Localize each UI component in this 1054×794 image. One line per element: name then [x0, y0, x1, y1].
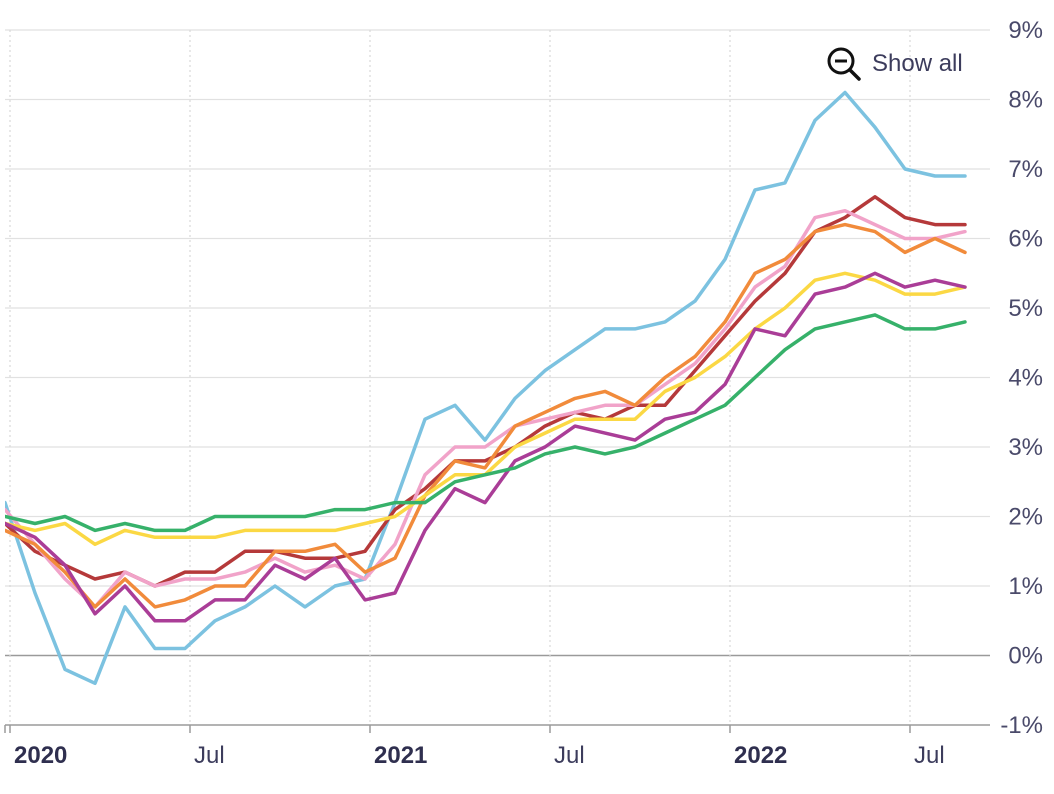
series-layer: [0, 90, 967, 686]
series-line-5[interactable]: [0, 271, 967, 547]
x-tick-label: Jul: [554, 742, 585, 769]
series-line-7[interactable]: [0, 313, 967, 533]
series-line-4[interactable]: [0, 222, 967, 609]
zoom-out-icon: [826, 46, 862, 82]
y-tick-label: 2%: [1008, 504, 1043, 531]
horizontal-gridlines: [5, 29, 990, 726]
y-tick-label: 0%: [1008, 643, 1043, 670]
show-all-button[interactable]: Show all: [826, 44, 963, 84]
vertical-gridlines: [9, 30, 911, 725]
x-tick-label: Jul: [914, 742, 945, 769]
y-tick-label: 7%: [1008, 156, 1043, 183]
x-tick-label: 2022: [734, 742, 787, 769]
show-all-label: Show all: [872, 50, 963, 77]
y-tick-label: 4%: [1008, 365, 1043, 392]
y-tick-label: 8%: [1008, 87, 1043, 114]
y-axis: -1% 0% 1% 2% 3% 4% 5% 6% 7% 8% 9%: [1000, 17, 1043, 739]
y-tick-label: 9%: [1008, 17, 1043, 44]
x-axis: 2020 Jul 2021 Jul 2022 Jul: [4, 725, 945, 769]
y-tick-label: 6%: [1008, 226, 1043, 253]
y-tick-label: 1%: [1008, 573, 1043, 600]
x-tick-label: 2020: [14, 742, 67, 769]
y-tick-label: 5%: [1008, 295, 1043, 322]
y-tick-label: -1%: [1000, 712, 1043, 739]
y-tick-label: 3%: [1008, 434, 1043, 461]
x-tick-label: 2021: [374, 742, 427, 769]
series-line-1[interactable]: [0, 90, 967, 686]
x-tick-label: Jul: [194, 742, 225, 769]
series-line-3[interactable]: [0, 208, 967, 609]
series-line-6[interactable]: [0, 271, 967, 623]
